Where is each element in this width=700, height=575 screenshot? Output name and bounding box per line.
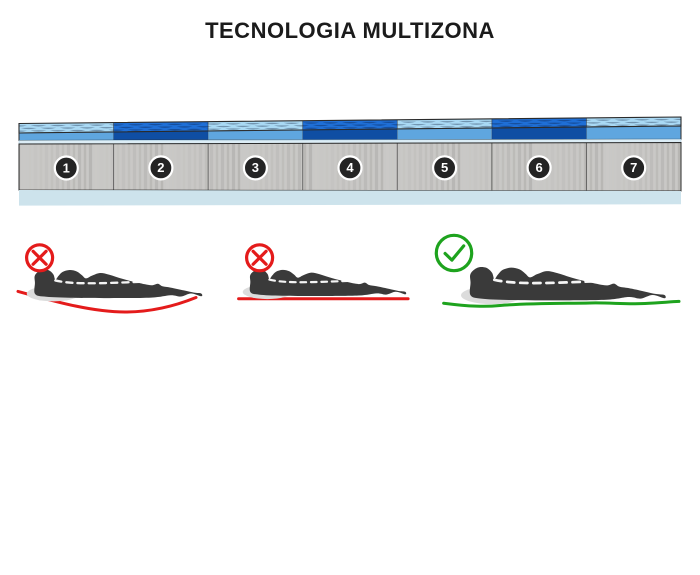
svg-text:5: 5: [441, 160, 448, 175]
svg-text:6: 6: [535, 160, 542, 175]
svg-text:7: 7: [630, 160, 637, 175]
svg-text:3: 3: [252, 160, 259, 175]
svg-text:2: 2: [157, 160, 164, 175]
svg-text:4: 4: [346, 160, 354, 175]
svg-text:1: 1: [63, 160, 70, 175]
